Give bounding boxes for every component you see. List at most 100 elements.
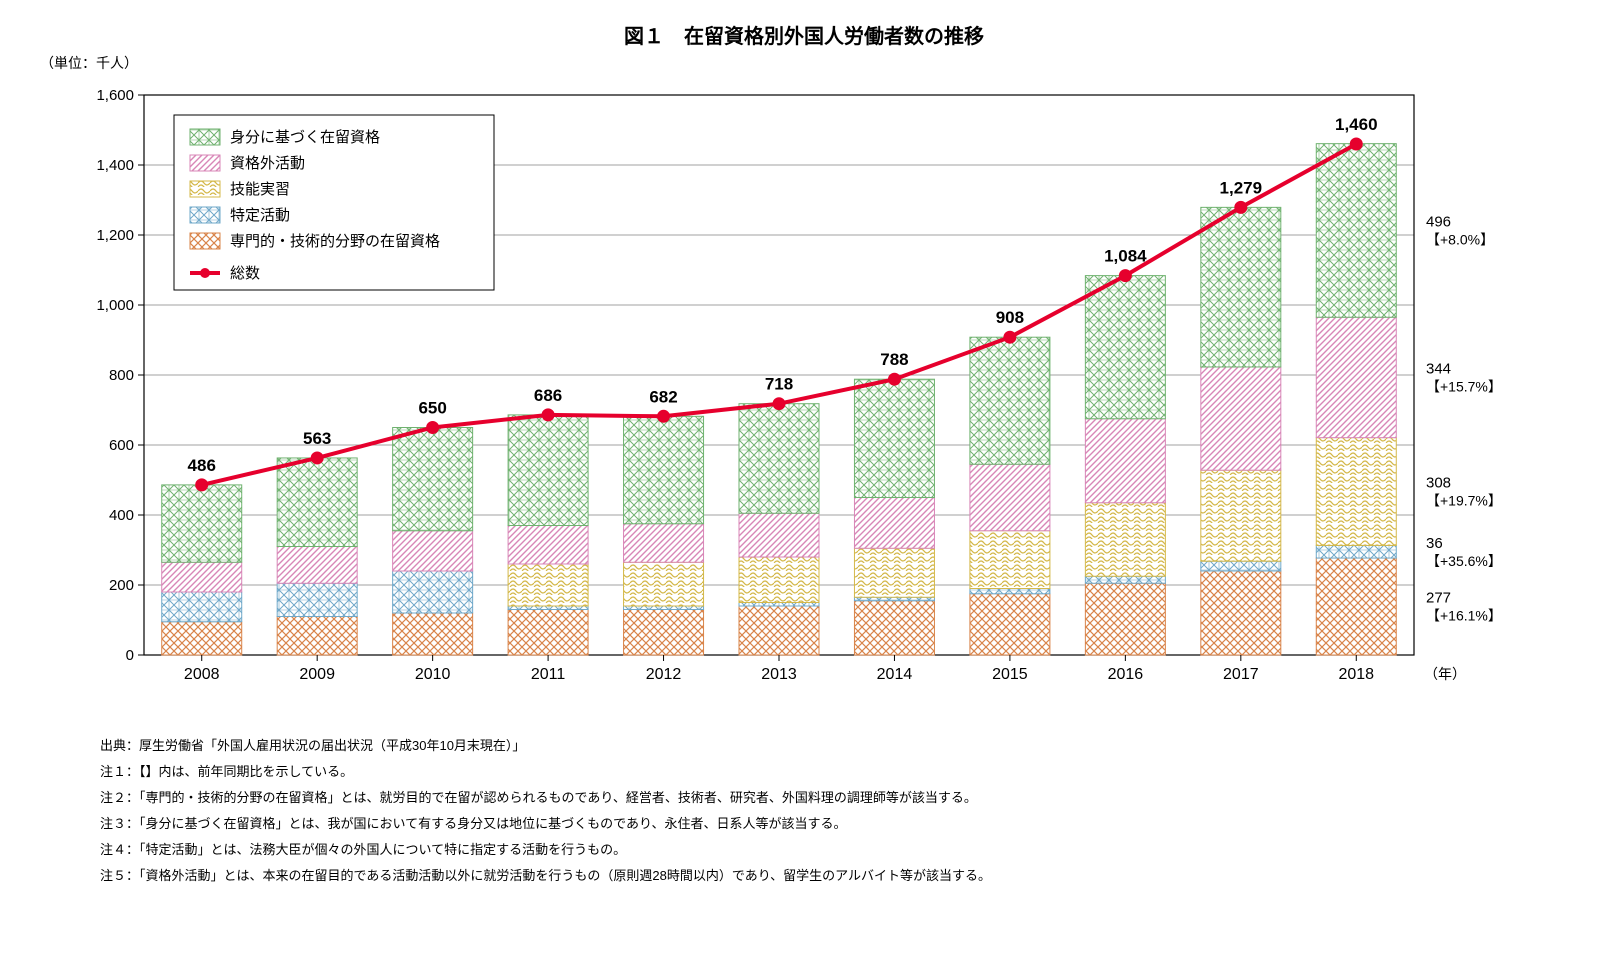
bar-series3 (624, 562, 704, 606)
bar-series2 (393, 571, 473, 613)
bar-series5 (393, 428, 473, 531)
svg-text:2009: 2009 (299, 666, 335, 683)
bar-series3 (970, 531, 1050, 589)
bar-series5 (624, 416, 704, 523)
annot-pct: 【+35.6%】 (1426, 553, 1502, 569)
note-5: 注５：「資格外活動」とは、本来の在留目的である活動活動以外に就労活動を行うもの（… (100, 863, 1578, 889)
total-marker (1350, 138, 1362, 150)
bar-series2 (1201, 561, 1281, 571)
svg-text:563: 563 (303, 429, 331, 448)
svg-text:2018: 2018 (1338, 666, 1374, 683)
bar-series2 (162, 592, 242, 622)
legend-swatch (190, 155, 220, 171)
bar-series3 (508, 564, 588, 606)
svg-text:（年）: （年） (1424, 666, 1466, 682)
legend-swatch (190, 129, 220, 145)
bar-series1 (624, 610, 704, 656)
note-1: 注１：【】内は、前年同期比を示している。 (100, 759, 1578, 785)
annot-value: 308 (1426, 475, 1451, 492)
svg-text:2008: 2008 (184, 666, 220, 683)
note-3: 注３：「身分に基づく在留資格」とは、我が国において有する身分又は地位に基づくもの… (100, 811, 1578, 837)
svg-text:2011: 2011 (531, 666, 566, 683)
bar-series2 (508, 606, 588, 610)
bar-series1 (1201, 571, 1281, 655)
legend-label: 特定活動 (230, 207, 290, 224)
note-4: 注４：「特定活動」とは、法務大臣が個々の外国人について特に指定する活動を行うもの… (100, 837, 1578, 863)
svg-text:1,279: 1,279 (1220, 178, 1263, 197)
bar-series1 (854, 601, 934, 655)
bar-series5 (1201, 207, 1281, 367)
bar-series2 (277, 583, 357, 616)
svg-text:600: 600 (109, 437, 134, 454)
chart-container: 02004006008001,0001,2001,4001,6002008200… (54, 75, 1554, 715)
bar-series2 (970, 589, 1050, 594)
total-marker (658, 410, 670, 422)
bar-series2 (1316, 545, 1396, 558)
annot-pct: 【+15.7%】 (1426, 378, 1502, 394)
bar-series1 (739, 606, 819, 655)
svg-text:908: 908 (996, 308, 1024, 327)
annot-value: 344 (1426, 360, 1451, 377)
total-marker (1004, 331, 1016, 343)
svg-text:650: 650 (418, 399, 446, 418)
bar-series1 (277, 617, 357, 656)
bar-series5 (970, 337, 1050, 464)
notes-block: 出典：厚生労働省「外国人雇用状況の届出状況（平成30年10月末現在）」 注１：【… (100, 733, 1578, 889)
bar-series4 (1085, 419, 1165, 503)
legend-swatch (190, 233, 220, 249)
annot-value: 277 (1426, 590, 1451, 607)
bar-series5 (739, 404, 819, 514)
bar-series2 (1085, 576, 1165, 583)
bar-series5 (1316, 144, 1396, 318)
bar-series4 (393, 531, 473, 571)
legend-label: 資格外活動 (230, 155, 305, 172)
bar-series1 (508, 610, 588, 656)
svg-text:2013: 2013 (761, 666, 797, 683)
svg-text:1,200: 1,200 (96, 227, 134, 244)
legend-swatch (190, 207, 220, 223)
annot-value: 496 (1426, 213, 1451, 230)
bar-series3 (854, 548, 934, 597)
bar-series2 (624, 606, 704, 610)
legend-label: 技能実習 (230, 181, 290, 198)
total-marker (196, 479, 208, 491)
total-marker (773, 398, 785, 410)
legend-label: 身分に基づく在留資格 (230, 129, 380, 146)
bar-series5 (277, 458, 357, 547)
svg-text:1,000: 1,000 (96, 297, 134, 314)
total-marker (1119, 270, 1131, 282)
svg-text:0: 0 (126, 647, 134, 664)
bar-series3 (1085, 503, 1165, 577)
total-marker (1235, 201, 1247, 213)
legend-swatch (190, 181, 220, 197)
bar-series4 (970, 464, 1050, 531)
svg-text:2010: 2010 (415, 666, 451, 683)
bar-series3 (1316, 438, 1396, 546)
svg-text:1,460: 1,460 (1335, 115, 1378, 134)
bar-series4 (277, 547, 357, 584)
bar-series3 (1201, 470, 1281, 561)
legend-label: 総数 (230, 265, 260, 282)
bar-series4 (1201, 367, 1281, 470)
annot-pct: 【+19.7%】 (1426, 493, 1502, 509)
bar-series4 (508, 526, 588, 565)
svg-text:2016: 2016 (1108, 666, 1144, 683)
bar-series3 (739, 557, 819, 603)
bar-series5 (854, 379, 934, 497)
bar-series4 (854, 498, 934, 549)
unit-label: （単位：千人） (40, 53, 1578, 73)
note-source: 出典：厚生労働省「外国人雇用状況の届出状況（平成30年10月末現在）」 (100, 733, 1578, 759)
chart-title: 図１ 在留資格別外国人労働者数の推移 (30, 20, 1578, 49)
svg-text:718: 718 (765, 375, 793, 394)
note-2: 注２：「専門的・技術的分野の在留資格」とは、就労目的で在留が認められるものであり… (100, 785, 1578, 811)
bar-series2 (739, 603, 819, 607)
svg-text:2017: 2017 (1223, 666, 1259, 683)
bar-series4 (162, 562, 242, 592)
svg-text:1,084: 1,084 (1104, 247, 1147, 266)
bar-series5 (162, 485, 242, 562)
svg-text:788: 788 (880, 350, 908, 369)
chart-svg: 02004006008001,0001,2001,4001,6002008200… (54, 75, 1554, 715)
legend-label: 専門的・技術的分野の在留資格 (230, 233, 440, 250)
annot-pct: 【+8.0%】 (1426, 231, 1494, 247)
annot-value: 36 (1426, 535, 1443, 552)
